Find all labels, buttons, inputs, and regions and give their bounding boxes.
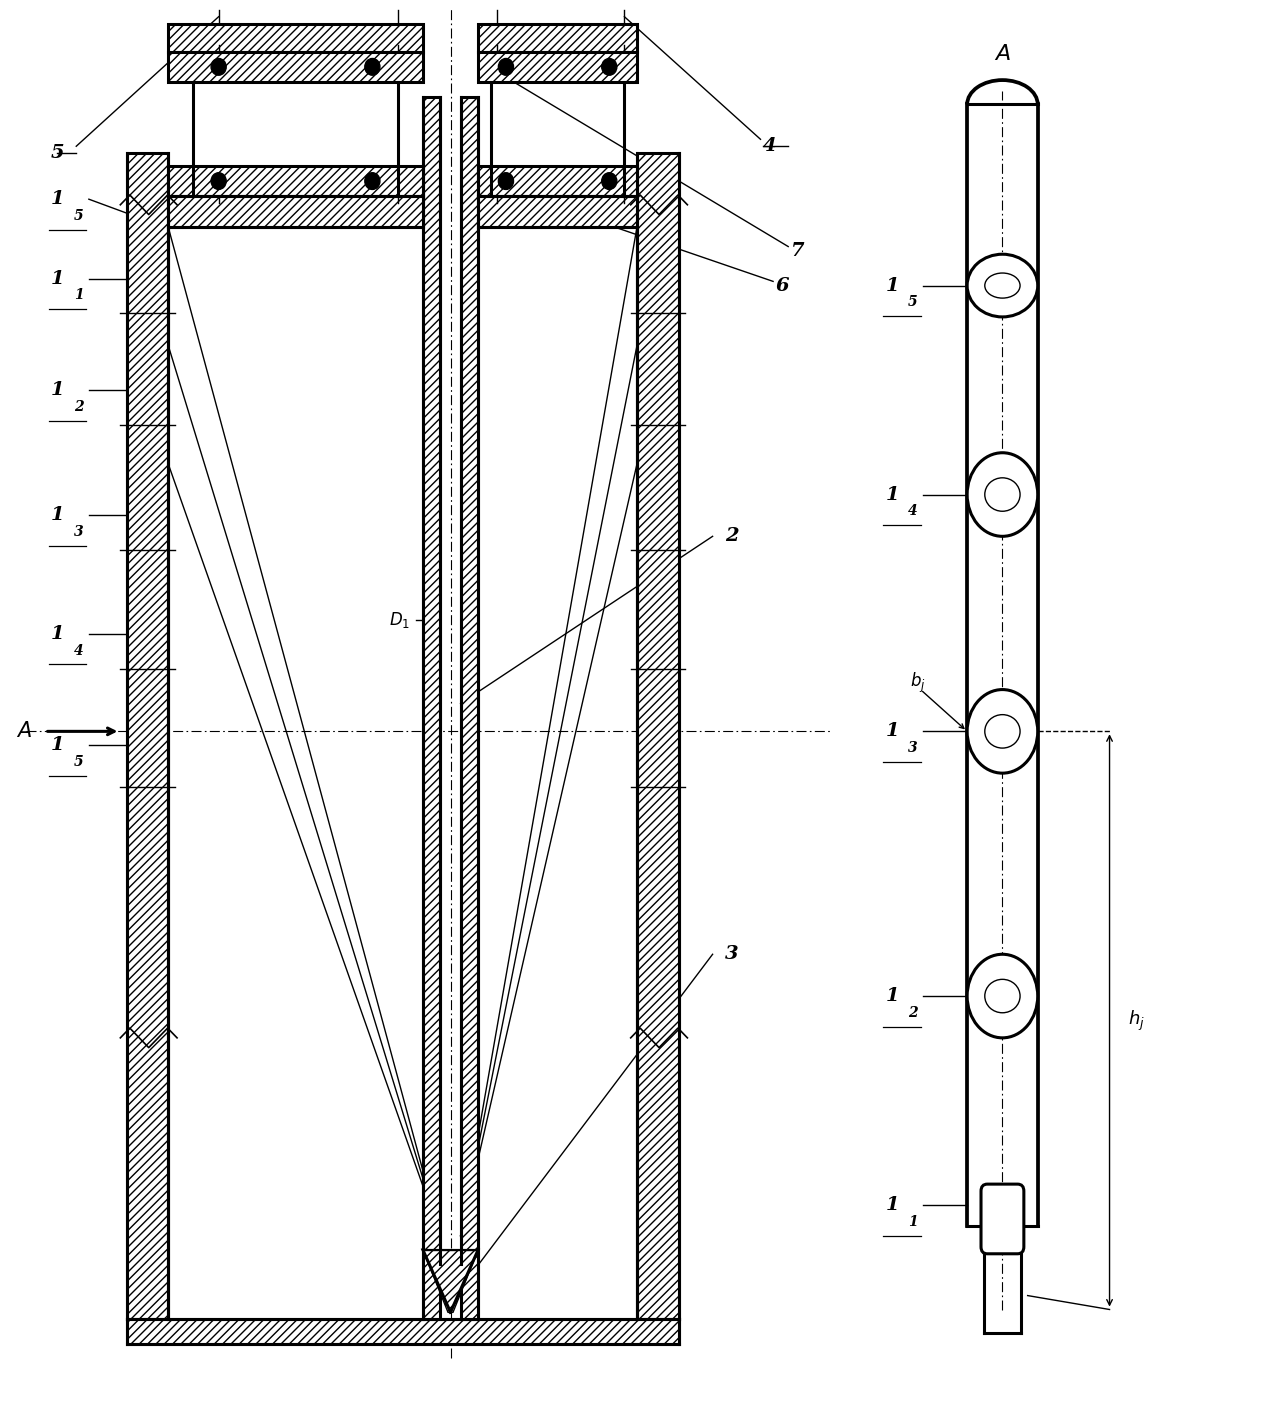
Ellipse shape xyxy=(967,453,1038,536)
Circle shape xyxy=(498,173,513,190)
Text: 1: 1 xyxy=(51,507,65,525)
Bar xyxy=(126,153,168,1320)
Ellipse shape xyxy=(985,273,1020,298)
Bar xyxy=(478,166,637,197)
Ellipse shape xyxy=(985,979,1020,1013)
Text: 5: 5 xyxy=(74,756,83,770)
Text: 3: 3 xyxy=(74,525,83,539)
Ellipse shape xyxy=(985,478,1020,511)
Text: 6: 6 xyxy=(776,277,789,294)
Circle shape xyxy=(211,59,227,75)
Text: 2: 2 xyxy=(74,400,83,414)
Bar xyxy=(423,97,441,1320)
Text: 1: 1 xyxy=(885,485,899,504)
Text: 2: 2 xyxy=(725,528,739,546)
Bar xyxy=(461,97,478,1320)
Bar xyxy=(168,166,423,197)
Circle shape xyxy=(211,173,227,190)
Bar xyxy=(168,197,423,227)
Text: $A$: $A$ xyxy=(994,44,1010,66)
Text: 4: 4 xyxy=(908,504,917,518)
Text: 2: 2 xyxy=(908,1006,917,1020)
Text: $b_j$: $b_j$ xyxy=(911,671,926,695)
Text: 5: 5 xyxy=(74,208,83,222)
Text: 3: 3 xyxy=(725,946,739,964)
Text: $A$: $A$ xyxy=(17,722,32,741)
Text: 1: 1 xyxy=(74,288,83,303)
Text: 5: 5 xyxy=(51,145,64,162)
Text: 4: 4 xyxy=(763,138,777,155)
Bar xyxy=(126,1320,679,1344)
Ellipse shape xyxy=(985,715,1020,749)
Bar xyxy=(478,52,637,82)
Text: 4: 4 xyxy=(74,643,83,657)
Text: 1: 1 xyxy=(51,625,65,643)
Bar xyxy=(168,24,423,52)
Text: 5: 5 xyxy=(908,295,917,310)
Text: 1: 1 xyxy=(51,381,65,400)
Bar xyxy=(478,24,637,52)
Circle shape xyxy=(601,173,617,190)
Text: 1: 1 xyxy=(51,270,65,287)
Ellipse shape xyxy=(967,954,1038,1038)
Text: 1: 1 xyxy=(885,722,899,740)
Text: 7: 7 xyxy=(791,242,804,260)
Text: $D_1$: $D_1$ xyxy=(389,609,410,630)
Bar xyxy=(478,197,637,227)
Bar xyxy=(637,153,679,1320)
Text: 1: 1 xyxy=(885,988,899,1005)
FancyBboxPatch shape xyxy=(981,1185,1024,1254)
Text: 1: 1 xyxy=(885,1196,899,1214)
Text: 3: 3 xyxy=(908,741,917,756)
Text: 1: 1 xyxy=(885,277,899,294)
Circle shape xyxy=(601,59,617,75)
Circle shape xyxy=(364,173,380,190)
Ellipse shape xyxy=(967,255,1038,317)
Text: 1: 1 xyxy=(51,736,65,754)
Text: 1: 1 xyxy=(908,1214,917,1228)
Text: $h_j$: $h_j$ xyxy=(1129,1009,1145,1033)
Polygon shape xyxy=(423,1249,478,1313)
Circle shape xyxy=(498,59,513,75)
Circle shape xyxy=(364,59,380,75)
Ellipse shape xyxy=(967,689,1038,774)
Text: 1: 1 xyxy=(51,190,65,208)
Bar xyxy=(168,52,423,82)
